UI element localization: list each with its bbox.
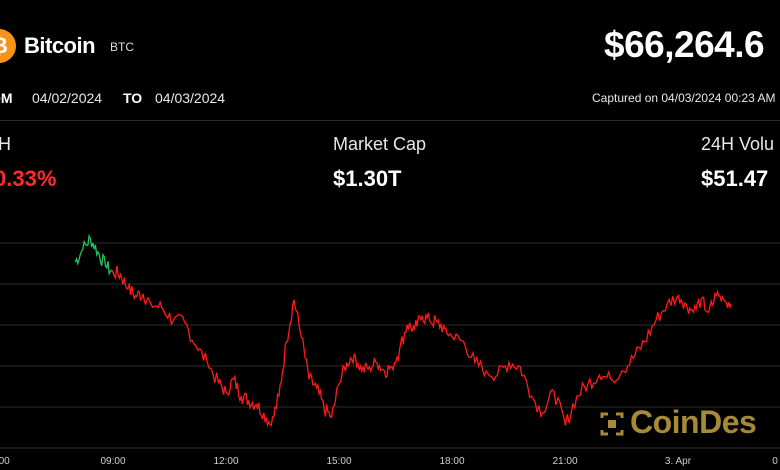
asset-name: Bitcoin <box>24 33 96 58</box>
captured-timestamp: Captured on 04/03/2024 00:23 AM <box>592 91 776 105</box>
from-label: OM <box>0 90 13 106</box>
x-tick-label: 12:00 <box>213 456 238 467</box>
coindesk-watermark: CoinDes <box>600 404 757 441</box>
price-chart: 0:00 09:00 12:00 15:00 18:00 21:00 3. Apr 0 <box>0 233 780 467</box>
x-tick-label: 3. Apr <box>665 456 692 467</box>
volume-value: $51.47 <box>701 166 769 191</box>
market-cap-label: Market Cap <box>333 134 427 154</box>
x-tick-label: 0 <box>772 456 778 467</box>
x-tick-label: 18:00 <box>439 456 464 467</box>
price-line-down <box>111 265 732 428</box>
change-value: 0.33% <box>0 166 57 191</box>
coindesk-logo-icon <box>600 407 624 436</box>
x-tick-label: 15:00 <box>326 456 351 467</box>
x-tick-label: 09:00 <box>100 456 125 467</box>
volume-label: 24H Volu <box>701 134 775 154</box>
asset-ticker: BTC <box>110 40 134 54</box>
price-line-up <box>74 233 115 276</box>
header-divider <box>0 120 780 121</box>
from-date[interactable]: 04/02/2024 <box>32 90 103 106</box>
current-price: $66,264.6 <box>604 24 765 65</box>
x-tick-label: 21:00 <box>552 456 577 467</box>
bitcoin-logo-icon: ₿ <box>0 29 16 63</box>
to-date[interactable]: 04/03/2024 <box>155 90 226 106</box>
to-label: TO <box>123 90 143 106</box>
change-label: H <box>0 134 11 154</box>
x-tick-label: 0:00 <box>0 456 10 467</box>
watermark-text: CoinDes <box>630 404 757 440</box>
market-cap-value: $1.30T <box>333 166 402 191</box>
